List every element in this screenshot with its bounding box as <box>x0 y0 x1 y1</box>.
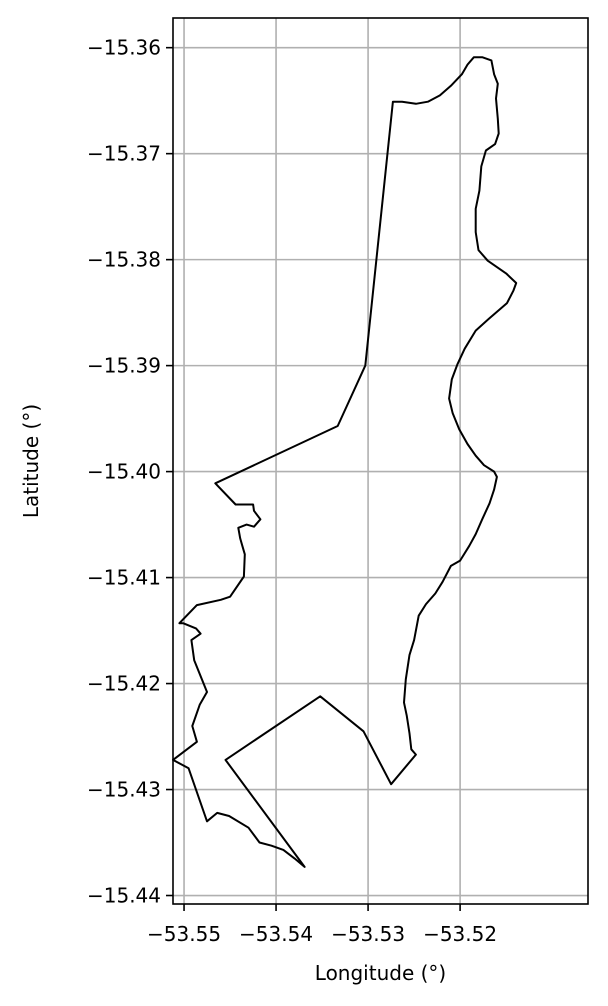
x-tick-label-2: −53.53 <box>331 922 405 946</box>
boundary-line <box>172 56 518 868</box>
y-tick-label-2: −15.38 <box>87 248 161 272</box>
y-tick-label-6: −15.42 <box>87 672 161 696</box>
y-axis: −15.36 −15.37 −15.38 −15.39 −15.40 −15.41 −15.… <box>87 36 173 908</box>
y-tick-label-3: −15.39 <box>87 354 161 378</box>
x-tick-label-1: −53.54 <box>239 922 313 946</box>
x-axis: −53.55 −53.54 −53.53 −53.52 <box>147 904 497 946</box>
y-axis-label: Latitude (°) <box>19 404 43 518</box>
axes-frame <box>172 17 589 905</box>
map-area <box>172 56 518 868</box>
y-tick-label-0: −15.36 <box>87 36 161 60</box>
y-tick-label-1: −15.37 <box>87 142 161 166</box>
y-tick-label-5: −15.41 <box>87 566 161 590</box>
x-tick-label-0: −53.55 <box>147 922 221 946</box>
y-tick-label-8: −15.44 <box>87 884 161 908</box>
x-axis-label: Longitude (°) <box>315 961 446 985</box>
x-tick-label-3: −53.52 <box>423 922 497 946</box>
y-tick-label-4: −15.40 <box>87 460 161 484</box>
y-tick-label-7: −15.43 <box>87 778 161 802</box>
